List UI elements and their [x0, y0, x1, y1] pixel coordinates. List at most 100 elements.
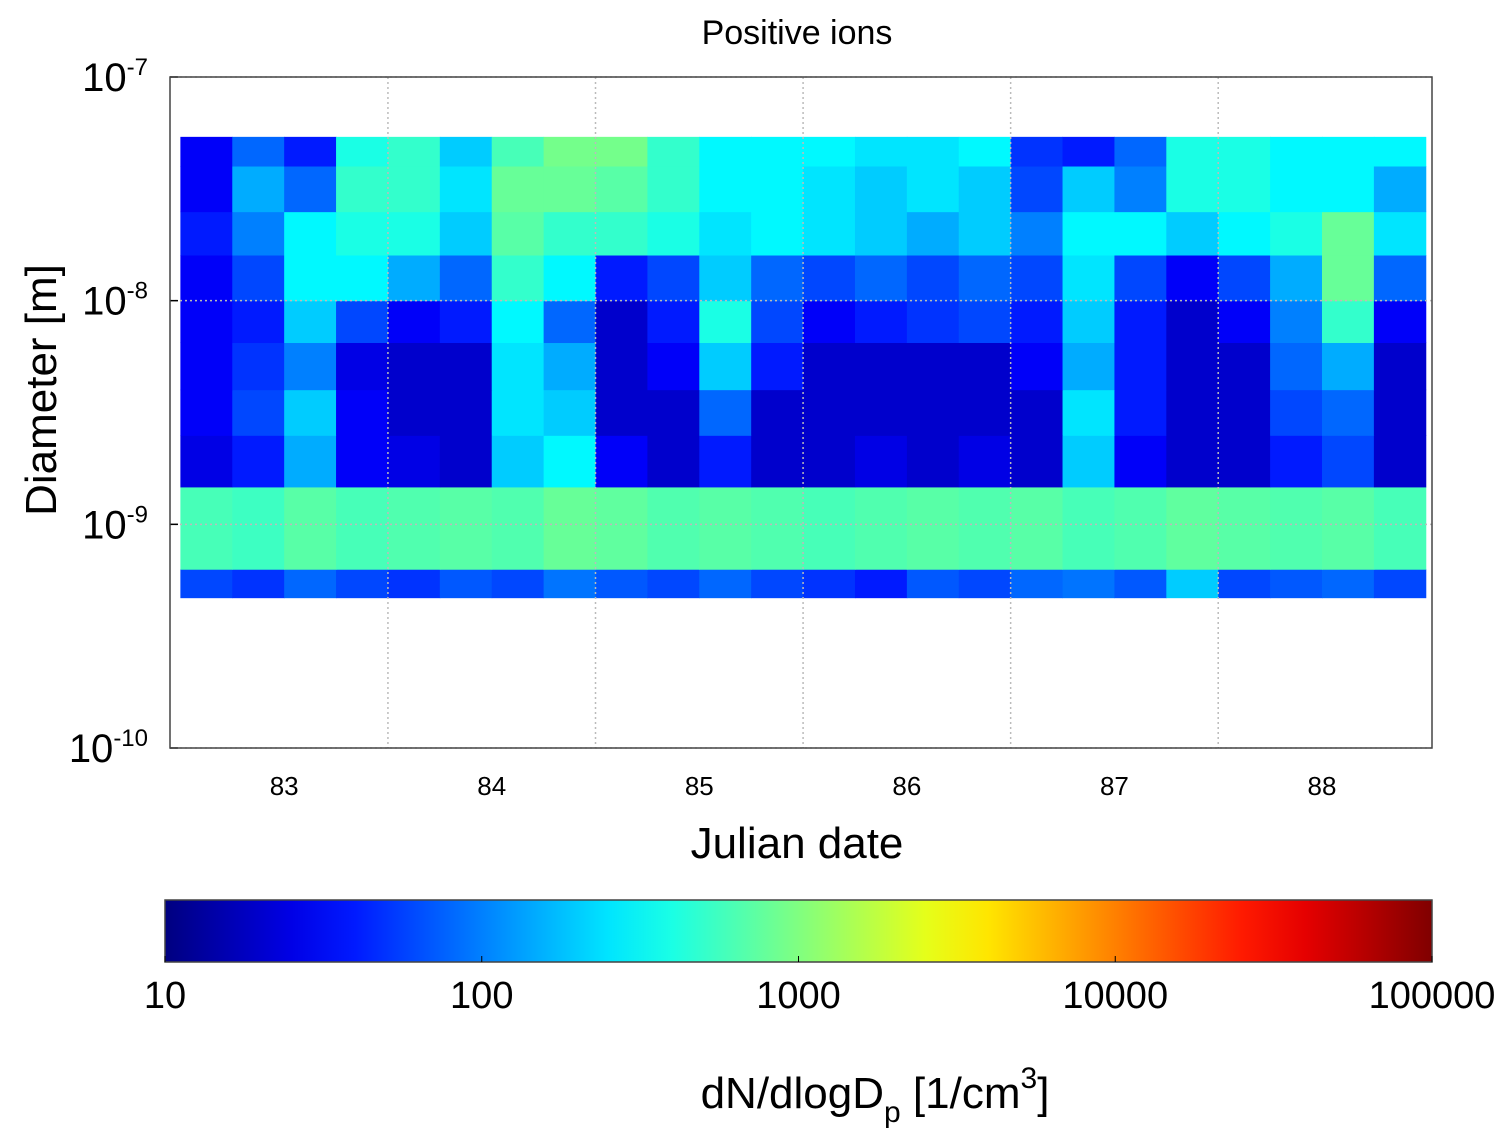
heatmap-cell — [803, 211, 856, 256]
heatmap-cell — [699, 211, 752, 256]
y-tick-base: 10 — [82, 56, 127, 100]
heatmap-cell — [387, 486, 441, 570]
heatmap-cell — [1321, 486, 1375, 570]
heatmap-cell — [232, 211, 285, 256]
heatmap-cell — [439, 389, 493, 436]
heatmap-cell — [180, 255, 233, 302]
heatmap-cell — [284, 166, 337, 213]
heatmap-cell — [1062, 300, 1115, 344]
heatmap-cell — [595, 136, 648, 167]
heatmap-cell — [180, 166, 233, 213]
heatmap-cell — [1114, 300, 1167, 344]
heatmap-cell — [1114, 389, 1167, 436]
heatmap-cell — [854, 342, 908, 391]
heatmap-cell — [543, 435, 597, 488]
heatmap-cell — [751, 569, 804, 599]
heatmap-cell — [1062, 569, 1115, 599]
heatmap-cell — [906, 435, 960, 488]
heatmap-cell — [595, 435, 648, 488]
heatmap-cell — [387, 389, 441, 436]
heatmap-cell — [439, 486, 493, 570]
x-tick-label: 83 — [270, 771, 299, 801]
heatmap-cell — [1373, 166, 1427, 213]
heatmap-cell — [906, 342, 960, 391]
heatmap-cell — [491, 211, 545, 256]
heatmap-cell — [232, 300, 285, 344]
colorbar — [164, 899, 1433, 963]
heatmap-cell — [906, 486, 960, 570]
colorbar-tick-label: 100 — [450, 975, 513, 1017]
heatmap-cell — [336, 389, 389, 436]
heatmap-cell — [491, 342, 545, 391]
heatmap-cell — [751, 136, 804, 167]
heatmap-cell — [854, 486, 908, 570]
heatmap-cell — [284, 569, 337, 599]
heatmap-cell — [1321, 136, 1375, 167]
heatmap-cell — [1270, 569, 1323, 599]
heatmap-cell — [180, 300, 233, 344]
y-tick-label: 10-10 — [69, 725, 148, 771]
heatmap-cell — [1062, 389, 1115, 436]
heatmap-cell — [1166, 300, 1219, 344]
heatmap-cell — [491, 136, 545, 167]
heatmap-cell — [491, 486, 545, 570]
heatmap-cell — [699, 300, 752, 344]
heatmap-cell — [1166, 255, 1219, 302]
heatmap-cell — [491, 389, 545, 436]
heatmap-cell — [1321, 342, 1375, 391]
heatmap-cell — [543, 166, 597, 213]
heatmap-cell — [751, 211, 804, 256]
heatmap-cell — [1062, 211, 1115, 256]
heatmap-cell — [854, 389, 908, 436]
heatmap-cell — [1114, 486, 1167, 570]
heatmap-cell — [595, 211, 648, 256]
colorbar-tick-label: 10000 — [1062, 975, 1168, 1017]
heatmap-cell — [1166, 569, 1219, 599]
heatmap-cell — [751, 166, 804, 213]
heatmap-cell — [751, 435, 804, 488]
heatmap-cell — [1270, 342, 1323, 391]
heatmap-cell — [387, 136, 441, 167]
y-axis-label: Diameter [m] — [17, 264, 66, 516]
heatmap-cell — [751, 389, 804, 436]
heatmap-cell — [1114, 166, 1167, 213]
heatmap-cell — [491, 569, 545, 599]
heatmap-cell — [336, 136, 389, 167]
y-tick-base: 10 — [69, 727, 114, 771]
heatmap-cell — [1373, 569, 1427, 599]
heatmap-cell — [1010, 300, 1064, 344]
colorbar-tick-label: 10 — [144, 975, 186, 1017]
heatmap-cell — [958, 389, 1012, 436]
heatmap-cell — [751, 342, 804, 391]
heatmap-cell — [958, 342, 1012, 391]
heatmap-cell — [1166, 211, 1219, 256]
heatmap-cell — [854, 569, 908, 599]
heatmap-cell — [1373, 255, 1427, 302]
heatmap-cell — [387, 166, 441, 213]
heatmap-cell — [958, 569, 1012, 599]
heatmap-cell — [232, 569, 285, 599]
heatmap-cell — [906, 166, 960, 213]
heatmap-cell — [803, 342, 856, 391]
heatmap-cell — [1321, 300, 1375, 344]
heatmap-cell — [1270, 300, 1323, 344]
heatmap-cell — [595, 300, 648, 344]
heatmap-cell — [1166, 342, 1219, 391]
y-tick-label: 10-9 — [82, 501, 148, 547]
y-tick-base: 10 — [82, 280, 127, 324]
heatmap-cell — [854, 435, 908, 488]
heatmap-cell — [180, 342, 233, 391]
heatmap-cell — [647, 342, 700, 391]
heatmap-cell — [699, 569, 752, 599]
heatmap-cell — [1010, 211, 1064, 256]
heatmap-cell — [1062, 486, 1115, 570]
heatmap-cell — [803, 136, 856, 167]
heatmap-cell — [1166, 435, 1219, 488]
heatmap-cell — [1270, 211, 1323, 256]
heatmap-cell — [180, 569, 233, 599]
heatmap-cell — [595, 569, 648, 599]
heatmap-cell — [491, 255, 545, 302]
heatmap-cell — [439, 211, 493, 256]
heatmap-cell — [284, 389, 337, 436]
heatmap-cell — [180, 389, 233, 436]
